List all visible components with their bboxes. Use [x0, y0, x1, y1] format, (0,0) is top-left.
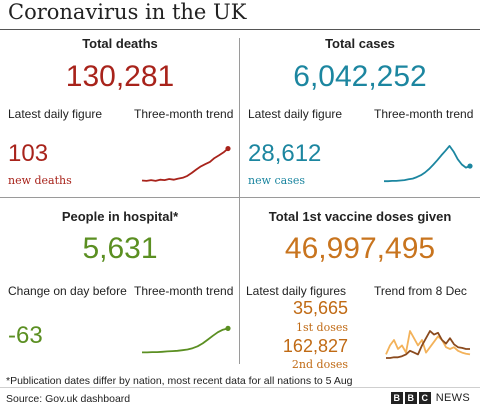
deaths-trend-chart-line-1: [141, 147, 229, 182]
cases-trend-chart: [384, 145, 473, 183]
page-title: Coronavirus in the UK: [8, 0, 247, 24]
vaccine-heading: Total 1st vaccine doses given: [268, 209, 452, 224]
bbc-letter-b2: B: [404, 392, 417, 404]
vaccine-first-value: 35,665: [292, 298, 348, 318]
vaccine-second-value: 162,827: [282, 336, 348, 356]
vertical-divider: [239, 38, 240, 364]
deaths-daily-value: 103: [8, 140, 49, 167]
bbc-letter-c: C: [418, 392, 431, 404]
cases-trend-label: Three-month trend: [374, 107, 474, 121]
hospital-trend-chart-end-point: [225, 325, 231, 331]
vaccine-total: 46,997,495: [284, 232, 436, 265]
deaths-trend-label: Three-month trend: [134, 107, 234, 121]
bbc-news-logo: B B C NEWS: [390, 392, 470, 404]
hospital-total: 5,631: [82, 232, 158, 265]
cases-heading: Total cases: [325, 36, 395, 51]
cases-trend-chart-end-point: [467, 163, 473, 169]
bottom-rule: [0, 387, 480, 388]
hospital-change-label: Change on day before: [8, 284, 127, 298]
hospital-trend-chart: [142, 325, 231, 354]
vaccine-second-label: 2nd doses: [291, 358, 348, 371]
hospital-change-value: -63: [8, 322, 43, 349]
footer-note: *Publication dates differ by nation, mos…: [6, 375, 353, 387]
vaccine-trend-chart-line-2: [386, 330, 470, 359]
cases-daily-label: Latest daily figure: [248, 107, 343, 121]
hospital-trend-chart-line-1: [142, 327, 229, 354]
vaccine-daily-label: Latest daily figures: [246, 284, 347, 298]
deaths-heading: Total deaths: [82, 36, 158, 51]
cases-daily-value: 28,612: [248, 140, 322, 167]
bbc-letter-b1: B: [390, 392, 403, 404]
deaths-trend-chart-end-point: [225, 145, 231, 152]
deaths-trend-chart: [141, 145, 231, 182]
deaths-daily-unit: new deaths: [8, 174, 72, 187]
vaccine-trend-label: Trend from 8 Dec: [374, 284, 467, 298]
source-label: Source: Gov.uk dashboard: [6, 393, 131, 405]
vaccine-first-label: 1st doses: [295, 321, 348, 334]
deaths-daily-label: Latest daily figure: [8, 107, 103, 121]
hospital-heading: People in hospital*: [61, 209, 179, 224]
deaths-total: 130,281: [65, 60, 175, 93]
title-rule: [0, 29, 480, 30]
horizontal-divider: [0, 197, 480, 198]
vaccine-trend-chart-line-1: [385, 330, 471, 356]
cases-total: 6,042,252: [293, 60, 427, 93]
cases-daily-unit: new cases: [248, 174, 306, 187]
bbc-news-word: NEWS: [435, 392, 470, 404]
cases-trend-chart-line-1: [384, 145, 471, 183]
vaccine-trend-chart: [385, 330, 471, 359]
hospital-trend-label: Three-month trend: [134, 284, 234, 298]
